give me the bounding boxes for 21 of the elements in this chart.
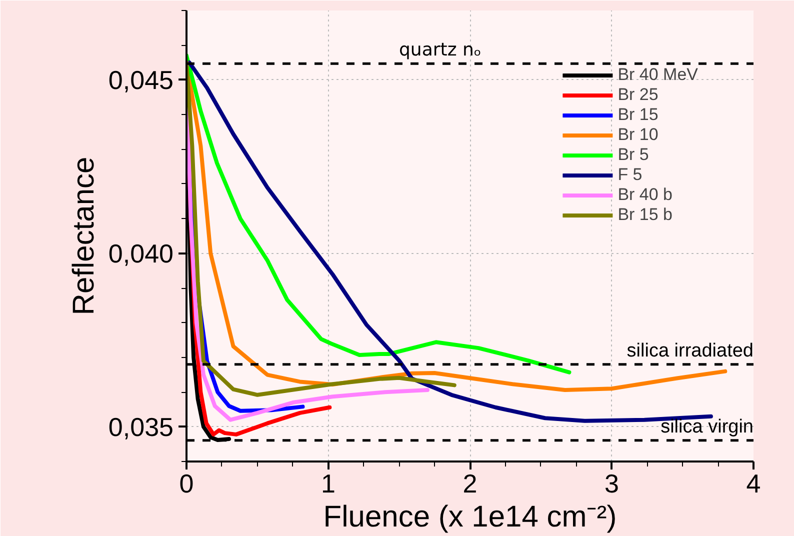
ref-line-label: silica irradiated xyxy=(626,340,754,362)
x-axis-title: Fluence (x 1e14 cm⁻²) xyxy=(323,500,617,534)
y-tick-label: 0,040 xyxy=(108,238,174,268)
legend-label: Br 5 xyxy=(618,145,649,165)
y-tick-label: 0,045 xyxy=(108,64,174,95)
x-tick-label: 1 xyxy=(321,468,336,498)
legend-label: Br 15 b xyxy=(618,205,672,225)
y-axis-title: Reflectance xyxy=(67,156,100,316)
legend-label: F 5 xyxy=(618,165,642,185)
x-tick-label: 3 xyxy=(604,468,619,498)
legend-label: Br 15 xyxy=(618,105,658,125)
legend-label: Br 25 xyxy=(618,85,658,105)
x-tick-label: 2 xyxy=(462,468,478,498)
legend-label: Br 40 MeV xyxy=(618,65,698,85)
legend-label: Br 10 xyxy=(618,125,658,145)
x-tick-label: 0 xyxy=(179,468,194,498)
legend-label: Br 40 b xyxy=(618,185,672,205)
y-tick-label: 0,035 xyxy=(108,412,174,442)
ref-line-label: quartz nₒ xyxy=(398,40,482,61)
x-tick-label: 4 xyxy=(746,468,761,498)
ref-line-label: silica virgin xyxy=(660,416,754,438)
